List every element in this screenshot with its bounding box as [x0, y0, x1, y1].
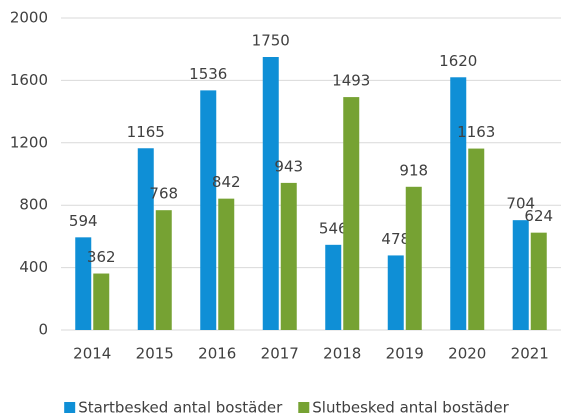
x-tick-label: 2019: [386, 345, 424, 363]
data-label: 362: [87, 248, 116, 266]
bar: [200, 90, 217, 330]
x-tick-label: 2016: [198, 345, 236, 363]
data-label: 478: [381, 230, 410, 248]
bar: [387, 255, 404, 330]
bar: [137, 148, 154, 330]
bar: [75, 237, 92, 330]
bar: [512, 220, 529, 330]
data-label: 943: [274, 157, 303, 175]
data-label: 1536: [189, 65, 227, 83]
x-tick-label: 2015: [136, 345, 174, 363]
bar: [343, 97, 360, 330]
x-tick-label: 2018: [323, 345, 361, 363]
data-label: 624: [524, 207, 553, 225]
data-label: 918: [399, 161, 428, 179]
bar: [262, 57, 279, 330]
y-tick-label: 1200: [10, 133, 48, 151]
bar: [468, 148, 485, 330]
data-label: 594: [69, 212, 98, 230]
legend: Startbesked antal bostäder Slutbesked ant…: [64, 399, 510, 417]
x-tick-label: 2017: [261, 345, 299, 363]
bar: [218, 198, 235, 330]
bar: [325, 244, 342, 330]
data-label: 1750: [252, 32, 290, 50]
bar: [450, 77, 467, 330]
y-tick-label: 1600: [10, 71, 48, 89]
data-label: 1165: [127, 123, 165, 141]
data-label: 768: [149, 185, 178, 203]
data-label: 842: [212, 173, 241, 191]
y-tick-label: 800: [19, 196, 48, 214]
data-label: 1163: [457, 123, 495, 141]
data-label: 704: [506, 195, 535, 213]
x-tick-label: 2020: [448, 345, 486, 363]
bar: [530, 232, 547, 330]
y-tick-label: 400: [19, 258, 48, 276]
bar: [405, 186, 422, 330]
data-label: 546: [319, 219, 348, 237]
legend-swatch: [64, 402, 76, 413]
y-tick-label: 2000: [10, 9, 48, 27]
data-label: 1493: [332, 72, 370, 90]
bar: [155, 210, 172, 330]
legend-label: Startbesked antal bostäder: [78, 399, 283, 417]
legend-swatch: [298, 402, 310, 413]
x-tick-label: 2021: [511, 345, 549, 363]
y-tick-label: 0: [38, 321, 48, 339]
legend-label: Slutbesked antal bostäder: [312, 399, 509, 417]
data-label: 1620: [439, 52, 477, 70]
bar: [93, 273, 110, 330]
bar: [280, 182, 297, 330]
x-tick-label: 2014: [73, 345, 111, 363]
